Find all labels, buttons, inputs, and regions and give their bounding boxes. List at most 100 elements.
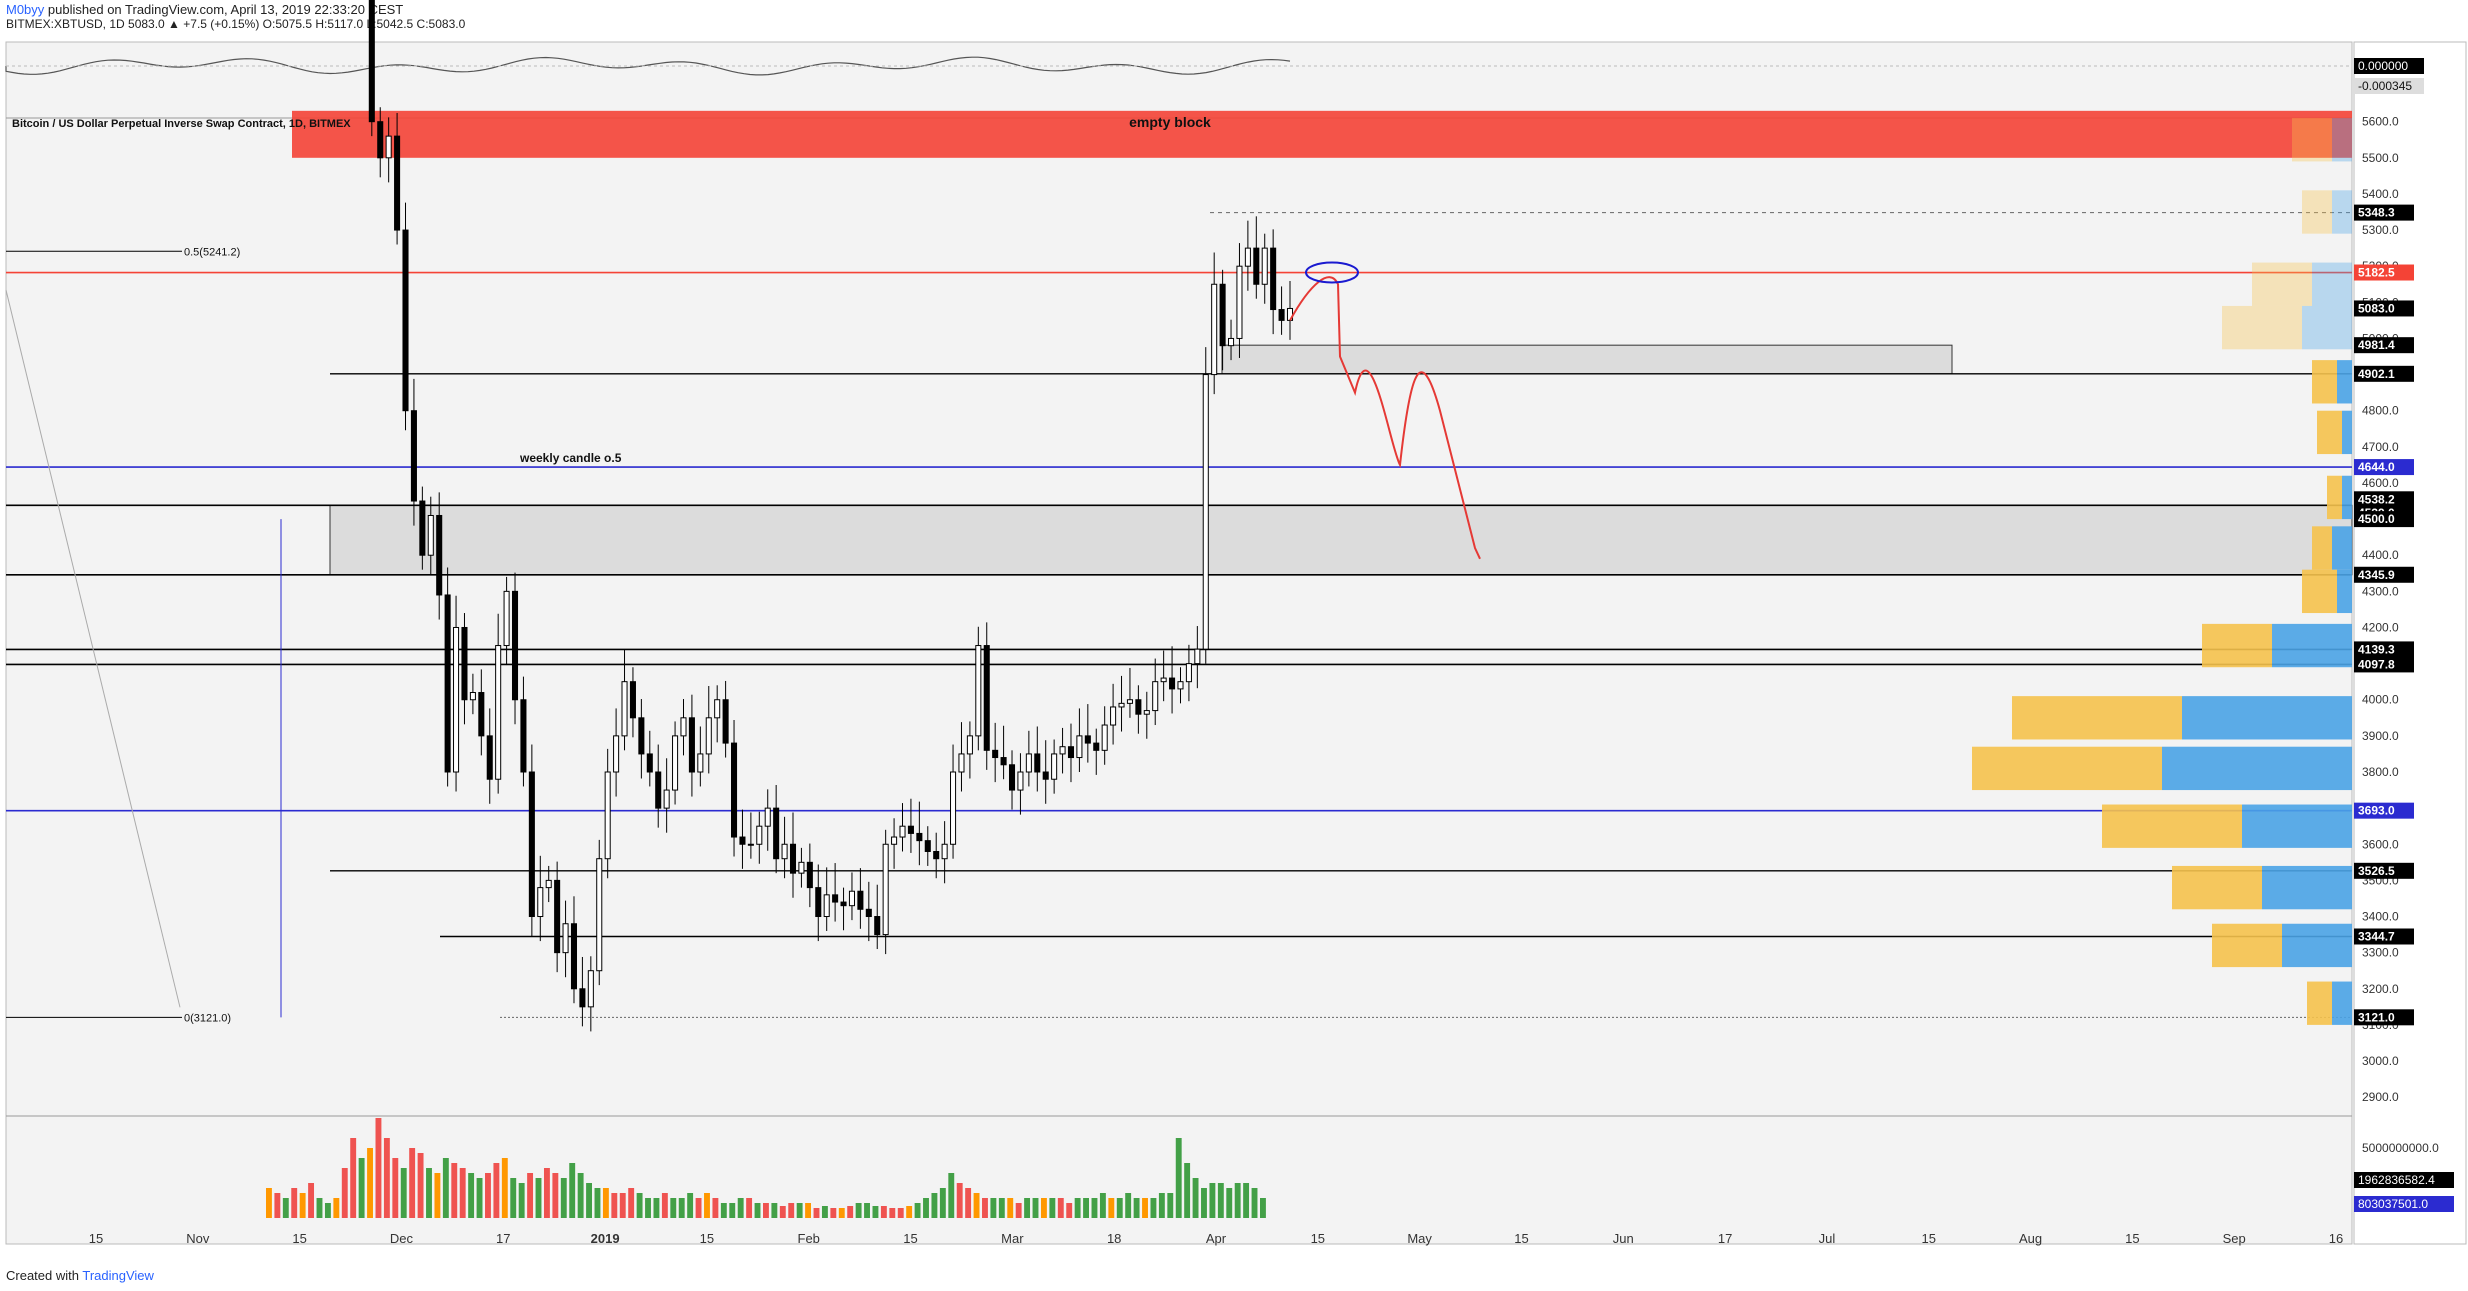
author-link[interactable]: M0byy: [6, 2, 45, 17]
price-tick-label: 3300.0: [2362, 946, 2399, 960]
oscillator-tag: 0.000000: [2358, 59, 2408, 73]
candle-body: [688, 717, 695, 773]
candle-body: [899, 825, 906, 838]
volume-bar: [737, 1198, 744, 1218]
volume-profile-bar: [2262, 865, 2352, 910]
volume-bar: [543, 1168, 550, 1218]
volume-bar: [914, 1203, 921, 1218]
candle-body: [579, 988, 586, 1008]
candle-body: [924, 840, 931, 852]
volume-bar: [712, 1198, 719, 1218]
candle-body: [520, 699, 527, 773]
price-tag: 5348.3: [2358, 206, 2395, 220]
volume-profile-bar: [2302, 190, 2332, 234]
time-tick-label: Jun: [1613, 1231, 1634, 1246]
volume-bar: [535, 1178, 542, 1218]
symbol-title: Bitcoin / US Dollar Perpetual Inverse Sw…: [12, 118, 351, 130]
candle-body: [1017, 771, 1024, 791]
volume-bar: [282, 1198, 289, 1218]
volume-profile-bar: [2307, 981, 2332, 1025]
tradingview-link[interactable]: TradingView: [82, 1268, 154, 1283]
volume-bar: [350, 1138, 357, 1218]
volume-bar: [704, 1193, 710, 1218]
volume-bar: [695, 1198, 702, 1218]
volume-bar: [333, 1198, 340, 1218]
volume-bar: [1184, 1163, 1191, 1218]
volume-bar: [720, 1203, 727, 1218]
volume-bar: [1083, 1198, 1089, 1218]
grey-zone-lower: [329, 504, 2353, 576]
candle-body: [756, 825, 763, 845]
price-tick-label: 4000.0: [2362, 693, 2399, 707]
volume-bar: [998, 1198, 1005, 1218]
candle-body: [798, 861, 805, 874]
candle-body: [916, 832, 923, 842]
time-tick-label: 17: [496, 1231, 510, 1246]
volume-bar: [1007, 1198, 1014, 1218]
price-tag: 5182.5: [2358, 266, 2395, 280]
candle-body: [773, 807, 780, 860]
price-tag-bg: [2354, 862, 2414, 879]
candle-body: [1000, 757, 1007, 766]
volume-bar: [1150, 1198, 1157, 1218]
candle-body: [427, 514, 434, 556]
candle-body: [882, 843, 889, 936]
candle-body: [646, 753, 653, 773]
volume-bar: [1040, 1198, 1047, 1218]
candle-body: [714, 699, 721, 719]
created-with-text: Created with: [6, 1268, 79, 1283]
candle-body: [402, 229, 409, 412]
volume-bar: [1032, 1198, 1039, 1218]
volume-profile-bar: [1972, 746, 2162, 791]
volume-profile-bar: [2242, 804, 2352, 848]
candle-body: [958, 753, 965, 773]
time-tick-label: Dec: [390, 1231, 414, 1246]
volume-bar: [1142, 1198, 1148, 1218]
volume-bar: [417, 1153, 424, 1218]
time-tick-label: Sep: [2223, 1231, 2246, 1246]
candle-body: [705, 717, 712, 755]
volume-profile-bar: [2332, 526, 2352, 570]
time-tick-label: 15: [903, 1231, 917, 1246]
candle-body: [1177, 681, 1184, 690]
candle-body: [983, 645, 990, 751]
candle-body: [789, 843, 797, 874]
time-tick-label: 18: [1107, 1231, 1121, 1246]
candle-body: [469, 692, 476, 701]
volume-bar: [569, 1163, 576, 1218]
candle-body: [478, 692, 485, 737]
volume-bar: [788, 1203, 795, 1218]
volume-bar: [392, 1158, 399, 1218]
candle-body: [1160, 677, 1167, 683]
volume-profile-bar: [2312, 262, 2352, 306]
candle-body: [511, 590, 519, 701]
candle-body: [672, 735, 679, 791]
candle-body: [823, 894, 830, 918]
volume-bar: [779, 1206, 786, 1218]
volume-bar: [830, 1208, 837, 1218]
candle-body: [1194, 648, 1201, 665]
candle-body: [587, 970, 594, 1008]
candle-body: [495, 645, 502, 780]
volume-bar: [729, 1203, 736, 1218]
price-tag-bg: [2354, 802, 2414, 819]
price-tick-label: 4300.0: [2362, 584, 2399, 598]
price-tick-label: 3900.0: [2362, 729, 2399, 743]
candle-body: [1236, 265, 1243, 339]
candle-body: [629, 681, 636, 719]
volume-bar: [1091, 1198, 1098, 1218]
candle-body: [638, 717, 645, 755]
volume-bar: [1226, 1188, 1233, 1218]
volume-bar: [872, 1206, 879, 1218]
oscillator-tag-bg: [2354, 78, 2424, 94]
time-tick-label: Aug: [2019, 1231, 2042, 1246]
price-tick-label: 4800.0: [2362, 404, 2399, 418]
price-tag-bg: [2354, 641, 2414, 658]
candle-body: [1135, 699, 1142, 715]
volume-profile-bar: [2317, 410, 2342, 455]
volume-bar: [1201, 1188, 1207, 1218]
candle-body: [613, 735, 620, 773]
time-tick-label: Feb: [798, 1231, 820, 1246]
time-tick-label: 15: [1921, 1231, 1935, 1246]
